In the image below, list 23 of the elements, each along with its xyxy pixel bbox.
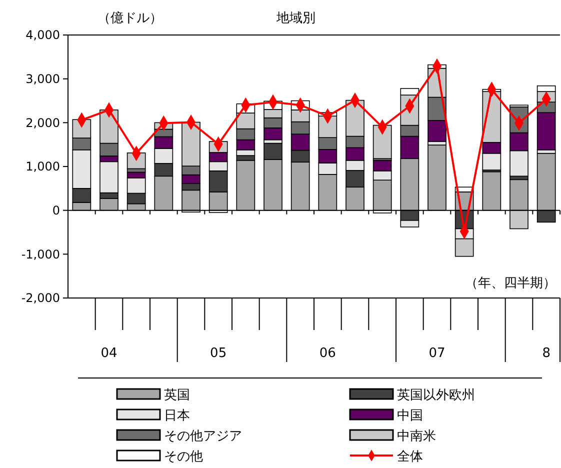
x-tick-label: 04 [100, 346, 118, 361]
x-tick-label: 05 [210, 346, 227, 361]
y-axis-title: （億ドル） [98, 11, 162, 26]
y-tick-label: 2,000 [26, 116, 60, 130]
legend-label: 全体 [397, 449, 423, 464]
x-tick-label: 06 [319, 346, 336, 361]
x-tick-label: 07 [428, 346, 446, 361]
legend-label: 中国 [397, 408, 423, 424]
chart-title: 地域別 [276, 11, 316, 26]
y-tick-label: 3,000 [26, 72, 60, 86]
y-tick-label: -2,000 [21, 291, 60, 306]
x-axis-title: （年、四半期） [465, 276, 556, 291]
y-tick-label: 1,000 [26, 160, 60, 174]
legend-label: 英国以外欧州 [397, 388, 475, 403]
y-tick-label: 0 [52, 204, 60, 218]
y-tick-label: -1,000 [21, 247, 60, 262]
x-tick-label: 8 [542, 346, 550, 361]
y-tick-label: 4,000 [26, 28, 60, 42]
legend-label: その他アジア [164, 428, 242, 444]
legend-label: その他 [164, 449, 203, 464]
legend-label: 英国 [164, 388, 190, 403]
legend-label: 日本 [164, 408, 190, 424]
legend-label: 中南米 [397, 428, 436, 444]
